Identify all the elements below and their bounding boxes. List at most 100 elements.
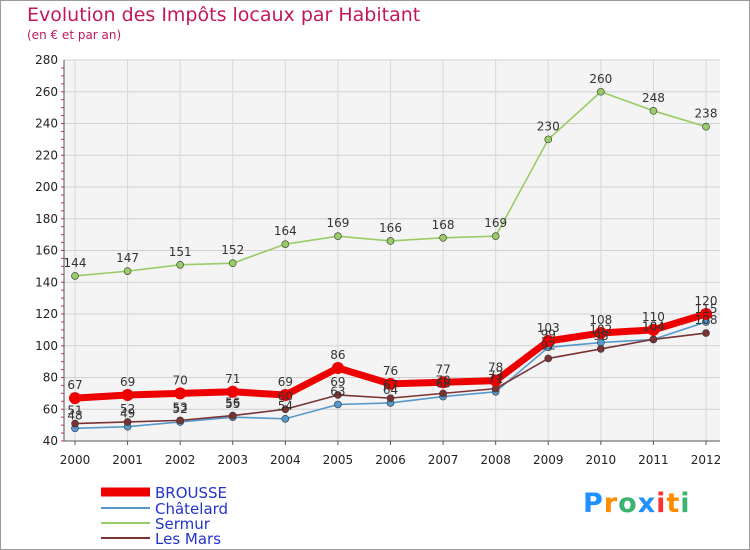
data-point-sermur [228, 259, 237, 268]
legend-label: Les Mars [155, 530, 221, 548]
data-point-brousse [331, 361, 344, 374]
data-label-chatelard: 64 [383, 383, 398, 397]
data-point-sermur [649, 107, 658, 115]
x-tick-label: 2004 [270, 453, 301, 467]
data-point-sermur [702, 122, 710, 131]
y-tick-label: 200 [35, 180, 58, 194]
y-tick-label: 40 [43, 434, 58, 448]
data-point-les-mars [123, 418, 132, 426]
chart-subtitle: (en € et par an) [27, 28, 122, 42]
data-point-brousse [121, 388, 134, 401]
x-tick-label: 2008 [480, 453, 511, 467]
data-label-les-mars: 73 [488, 369, 503, 383]
data-point-sermur [439, 234, 447, 242]
data-label-brousse: 67 [67, 378, 82, 392]
data-point-les-mars [228, 411, 237, 420]
x-tick-label: 2001 [112, 453, 143, 467]
data-point-les-mars [702, 329, 710, 337]
data-point-les-mars [597, 345, 605, 353]
data-point-brousse [174, 387, 187, 400]
data-point-brousse [542, 334, 555, 347]
data-point-brousse [226, 385, 239, 398]
data-label-chatelard: 104 [642, 319, 665, 333]
data-point-sermur [123, 267, 132, 275]
data-point-les-mars [544, 354, 553, 363]
x-tick-label: 2005 [323, 453, 354, 467]
data-label-brousse: 71 [225, 372, 240, 386]
data-label-sermur: 144 [64, 256, 87, 270]
data-label-chatelard: 52 [173, 402, 188, 416]
data-label-les-mars: 67 [383, 378, 398, 392]
y-tick-label: 280 [35, 53, 58, 67]
data-label-sermur: 168 [432, 218, 455, 232]
data-label-les-mars: 52 [120, 402, 135, 416]
data-label-les-mars: 70 [435, 373, 450, 387]
data-label-brousse: 120 [695, 294, 718, 308]
data-point-sermur [491, 232, 500, 241]
data-label-sermur: 230 [537, 119, 560, 133]
x-tick-label: 2002 [165, 453, 196, 467]
data-point-sermur [71, 272, 79, 280]
y-tick-label: 220 [35, 148, 58, 162]
data-label-sermur: 166 [379, 221, 402, 235]
data-point-brousse [437, 376, 450, 389]
data-label-les-mars: 69 [330, 375, 345, 389]
data-label-sermur: 238 [695, 107, 718, 121]
data-point-brousse [384, 377, 397, 390]
data-label-brousse: 69 [278, 375, 293, 389]
data-point-les-mars [386, 394, 395, 402]
x-tick-label: 2003 [217, 453, 248, 467]
data-label-les-mars: 98 [593, 329, 608, 343]
data-label-brousse: 78 [488, 361, 503, 375]
data-point-les-mars [71, 419, 79, 428]
data-point-les-mars [439, 389, 447, 398]
data-label-les-mars: 60 [278, 389, 293, 403]
data-label-brousse: 103 [537, 321, 560, 335]
legend-label: BROUSSE [155, 484, 227, 502]
data-point-les-mars [649, 335, 658, 344]
data-label-sermur: 169 [326, 216, 349, 230]
data-label-chatelard: 102 [589, 323, 612, 337]
data-label-brousse: 77 [435, 362, 450, 376]
data-label-brousse: 110 [642, 310, 665, 324]
y-tick-label: 160 [35, 244, 58, 258]
data-label-sermur: 260 [589, 72, 612, 86]
data-point-sermur [544, 135, 553, 144]
data-point-sermur [386, 237, 395, 245]
y-tick-label: 100 [35, 339, 58, 353]
data-label-les-mars: 104 [642, 319, 665, 333]
data-label-chatelard: 63 [330, 384, 345, 398]
data-point-brousse [700, 308, 712, 320]
x-tick-label: 2010 [586, 453, 617, 467]
data-label-sermur: 248 [642, 91, 665, 105]
brand-logo: Proxiti [583, 488, 691, 519]
data-point-chatelard [334, 400, 342, 409]
y-tick-label: 120 [35, 307, 58, 321]
y-tick-label: 260 [35, 85, 58, 99]
data-point-brousse [647, 323, 660, 336]
data-point-sermur [597, 87, 605, 96]
data-point-sermur [176, 260, 184, 269]
data-point-chatelard [281, 414, 290, 423]
data-label-chatelard: 115 [695, 302, 718, 316]
data-label-brousse: 86 [330, 348, 345, 362]
data-label-les-mars: 56 [225, 396, 240, 410]
data-label-les-mars: 51 [67, 404, 82, 418]
legend-label: Châtelard [155, 500, 228, 518]
data-label-les-mars: 92 [541, 338, 556, 352]
x-tick-label: 2007 [428, 453, 459, 467]
y-tick-label: 180 [35, 212, 58, 226]
data-label-chatelard: 48 [67, 408, 82, 422]
x-tick-label: 2006 [375, 453, 406, 467]
x-tick-label: 2011 [638, 453, 669, 467]
y-tick-label: 140 [35, 275, 58, 289]
x-tick-label: 2009 [533, 453, 564, 467]
data-label-sermur: 147 [116, 251, 139, 265]
y-tick-label: 60 [43, 402, 58, 416]
data-label-chatelard: 49 [120, 407, 135, 421]
data-label-brousse: 69 [120, 375, 135, 389]
data-label-brousse: 108 [589, 313, 612, 327]
data-label-sermur: 164 [274, 224, 297, 238]
data-point-sermur [281, 240, 290, 248]
